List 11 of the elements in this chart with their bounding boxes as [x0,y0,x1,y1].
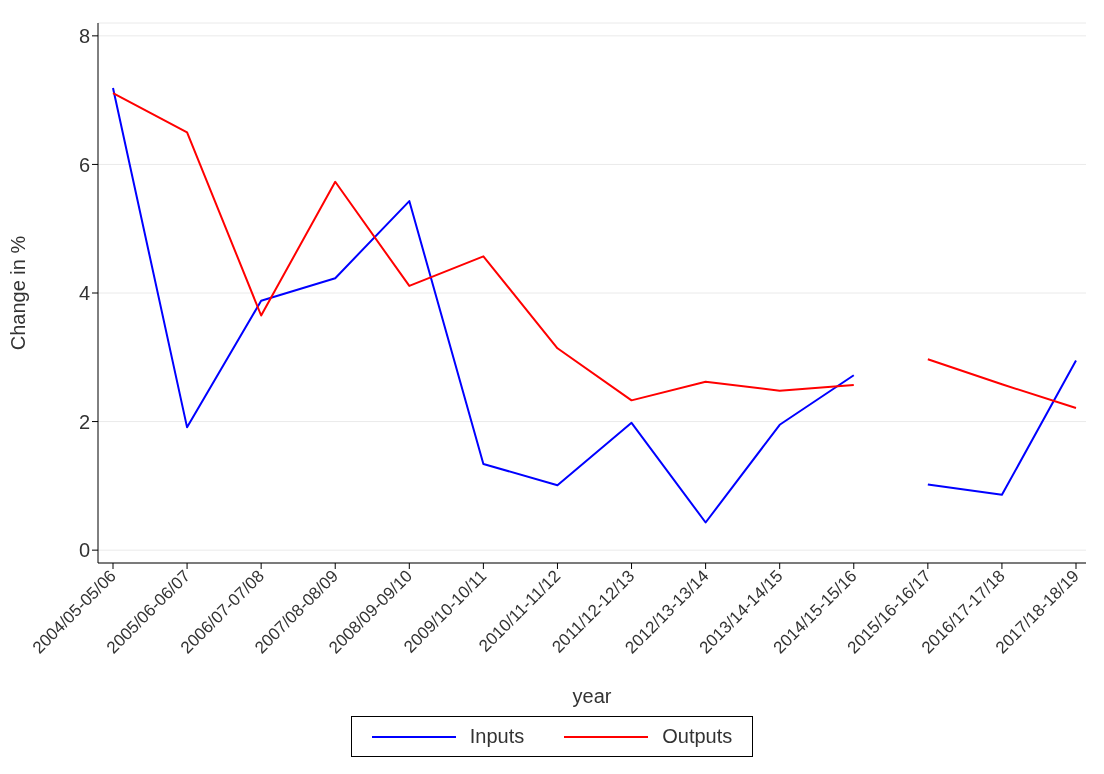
legend-label: Outputs [662,725,733,748]
x-axis-title: year [572,685,612,707]
line-series [112,86,855,524]
y-tick-label: 4 [78,282,90,305]
y-tick-label: 0 [78,539,90,562]
y-tick-label: 2 [78,410,90,433]
legend-label: Inputs [469,725,525,748]
y-axis-title: Change in % [7,235,30,351]
y-tick-label: 6 [78,153,90,176]
line-series [112,92,855,402]
y-tick-label: 8 [78,24,90,47]
